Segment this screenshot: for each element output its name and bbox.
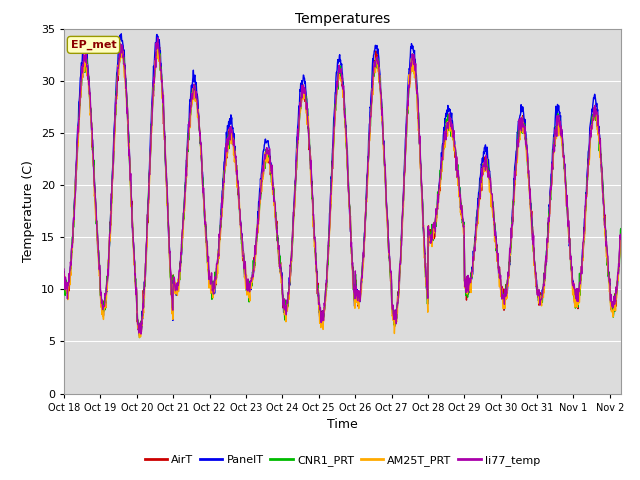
AM25T_PRT <box>330 143 337 148</box>
PanelT <box>579 246 586 252</box>
Legend: AirT, PanelT, CNR1_PRT, AM25T_PRT, li77_temp: AirT, PanelT, CNR1_PRT, AM25T_PRT, li77_… <box>140 450 545 470</box>
AirT <box>341 116 349 122</box>
CNR1_PRT <box>579 252 586 258</box>
PanelT <box>117 31 125 36</box>
Text: EP_met: EP_met <box>70 40 116 50</box>
AirT <box>60 269 68 275</box>
Line: AM25T_PRT: AM25T_PRT <box>64 43 640 337</box>
X-axis label: Time: Time <box>327 418 358 431</box>
Line: PanelT: PanelT <box>64 34 640 331</box>
CNR1_PRT <box>60 269 68 275</box>
li77_temp <box>493 250 501 255</box>
AirT <box>579 258 586 264</box>
AM25T_PRT <box>60 274 68 279</box>
CNR1_PRT <box>330 140 337 145</box>
Line: CNR1_PRT: CNR1_PRT <box>64 47 640 337</box>
Line: li77_temp: li77_temp <box>64 38 640 334</box>
AirT <box>330 135 337 141</box>
CNR1_PRT <box>341 106 349 111</box>
Title: Temperatures: Temperatures <box>295 12 390 26</box>
AirT <box>493 252 501 258</box>
li77_temp <box>636 190 640 195</box>
AM25T_PRT <box>152 67 159 72</box>
AM25T_PRT <box>154 40 161 46</box>
li77_temp <box>341 115 349 120</box>
li77_temp <box>152 55 159 61</box>
AM25T_PRT <box>136 335 143 340</box>
li77_temp <box>60 266 68 272</box>
AM25T_PRT <box>579 255 586 261</box>
Line: AirT: AirT <box>64 42 640 336</box>
li77_temp <box>154 35 161 41</box>
AM25T_PRT <box>636 196 640 202</box>
CNR1_PRT <box>152 58 159 63</box>
CNR1_PRT <box>136 335 143 340</box>
Y-axis label: Temperature (C): Temperature (C) <box>22 160 35 262</box>
li77_temp <box>579 254 586 260</box>
PanelT <box>636 188 640 193</box>
AM25T_PRT <box>341 115 349 121</box>
PanelT <box>60 269 68 275</box>
PanelT <box>493 248 501 253</box>
CNR1_PRT <box>116 44 124 49</box>
AirT <box>154 39 162 45</box>
AM25T_PRT <box>493 254 501 260</box>
AirT <box>136 333 143 338</box>
PanelT <box>341 105 349 110</box>
AirT <box>636 186 640 192</box>
AirT <box>152 60 159 65</box>
PanelT <box>152 40 159 46</box>
li77_temp <box>137 331 145 337</box>
PanelT <box>330 116 337 121</box>
PanelT <box>136 328 143 334</box>
CNR1_PRT <box>493 251 501 257</box>
li77_temp <box>330 130 337 136</box>
CNR1_PRT <box>636 192 640 197</box>
